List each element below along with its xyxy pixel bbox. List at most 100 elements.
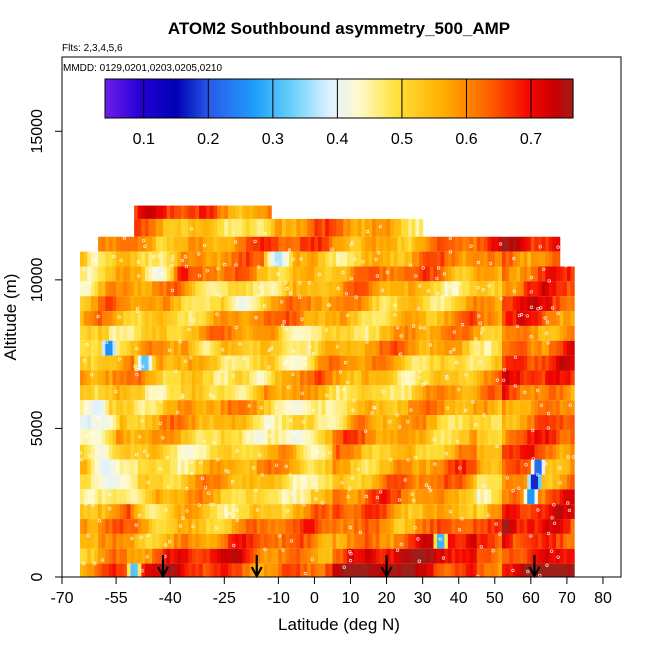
heatmap-cell <box>253 266 258 282</box>
heatmap-cell <box>386 489 391 505</box>
heatmap-cell <box>173 340 179 356</box>
heatmap-cell <box>292 429 298 445</box>
heatmap-cell <box>343 311 348 326</box>
heatmap-cell <box>328 400 334 416</box>
colorbar-segment <box>302 79 306 118</box>
heatmap-cell <box>570 429 575 445</box>
heatmap-cell <box>98 370 103 386</box>
heatmap-cell <box>354 459 359 475</box>
heatmap-cell <box>375 311 380 326</box>
heatmap-cell <box>152 548 157 564</box>
heatmap-cell <box>429 415 435 430</box>
sample-point <box>529 305 534 309</box>
heatmap-cell <box>505 533 510 549</box>
heatmap-cell <box>292 311 298 326</box>
heatmap-cell <box>206 533 211 549</box>
heatmap-cell <box>98 459 103 475</box>
heatmap-cell <box>83 519 88 534</box>
heatmap-cell <box>458 519 463 534</box>
heatmap-cell <box>303 355 308 371</box>
heatmap-cell <box>390 563 395 577</box>
sample-point <box>381 390 385 394</box>
heatmap-cell <box>419 548 424 564</box>
heatmap-cell <box>191 340 197 356</box>
heatmap-cell <box>206 459 211 475</box>
heatmap-cell <box>181 415 186 430</box>
heatmap-cell <box>556 519 561 534</box>
heatmap-cell <box>249 236 254 252</box>
sample-point <box>495 444 499 449</box>
heatmap-cell <box>469 429 474 445</box>
heatmap-cell <box>289 415 294 430</box>
heatmap-cell <box>281 370 287 386</box>
sample-point <box>276 272 280 276</box>
heatmap-cell <box>393 474 398 490</box>
heatmap-cell <box>386 385 391 401</box>
heatmap-cell <box>94 489 99 505</box>
heatmap-cell <box>155 533 160 549</box>
heatmap-cell <box>213 489 218 505</box>
heatmap-cell <box>253 400 258 416</box>
heatmap-cell <box>419 370 424 386</box>
heatmap-cell <box>462 355 467 371</box>
heatmap-cell <box>433 519 438 534</box>
heatmap-cell <box>440 236 445 252</box>
heatmap-cell <box>235 218 240 237</box>
colorbar-segment <box>324 79 327 118</box>
heatmap-cell <box>242 355 247 371</box>
heatmap-cell <box>224 296 229 312</box>
heatmap-cell <box>520 266 525 282</box>
heatmap-cell <box>408 400 413 416</box>
heatmap-cell <box>545 400 550 416</box>
heatmap-cell <box>98 415 103 430</box>
heatmap-cell <box>191 385 197 401</box>
heatmap-cell <box>281 533 287 549</box>
heatmap-cell <box>217 205 222 219</box>
heatmap-cell <box>263 400 269 416</box>
colorbar-segment <box>417 79 421 118</box>
heatmap-cell <box>188 563 193 577</box>
heatmap-cell <box>296 415 301 430</box>
sample-point <box>285 286 289 291</box>
heatmap-cell <box>116 236 121 252</box>
heatmap-cell <box>123 563 128 577</box>
heatmap-cell <box>520 533 525 549</box>
sample-point <box>417 375 421 380</box>
heatmap-cell <box>361 266 366 282</box>
heatmap-cell <box>152 400 157 416</box>
heatmap-cell <box>310 533 316 549</box>
heatmap-cell <box>530 251 536 267</box>
sample-point <box>477 314 481 318</box>
heatmap-cell <box>354 563 359 577</box>
heatmap-cell <box>206 251 211 267</box>
sample-point <box>86 533 90 538</box>
heatmap-cell <box>94 563 99 577</box>
heatmap-cell <box>476 385 481 401</box>
heatmap-cell <box>152 415 157 430</box>
heatmap-cell <box>372 325 377 341</box>
heatmap-cell <box>343 563 348 577</box>
heatmap-cell <box>134 415 139 430</box>
heatmap-cell <box>191 236 197 252</box>
heatmap-cell <box>429 370 435 386</box>
sample-point <box>491 549 495 553</box>
heatmap-cell <box>263 251 269 267</box>
heatmap-cell <box>451 429 456 445</box>
heatmap-cell <box>570 444 575 460</box>
sample-point <box>529 290 533 294</box>
heatmap-cell <box>386 429 391 445</box>
colorbar-segment <box>153 79 157 118</box>
heatmap-cell <box>357 325 362 341</box>
sample-point <box>342 387 346 392</box>
heatmap-cell <box>382 504 388 520</box>
heatmap-cell <box>325 218 330 237</box>
heatmap-cell <box>141 504 146 520</box>
heatmap-cell <box>271 548 276 564</box>
heatmap-cell <box>242 400 247 416</box>
heatmap-cell <box>465 548 471 564</box>
heatmap-cell <box>527 474 532 490</box>
heatmap-cell <box>213 251 218 267</box>
sample-point <box>189 471 194 476</box>
heatmap-cell <box>101 340 106 356</box>
heatmap-cell <box>289 251 294 267</box>
